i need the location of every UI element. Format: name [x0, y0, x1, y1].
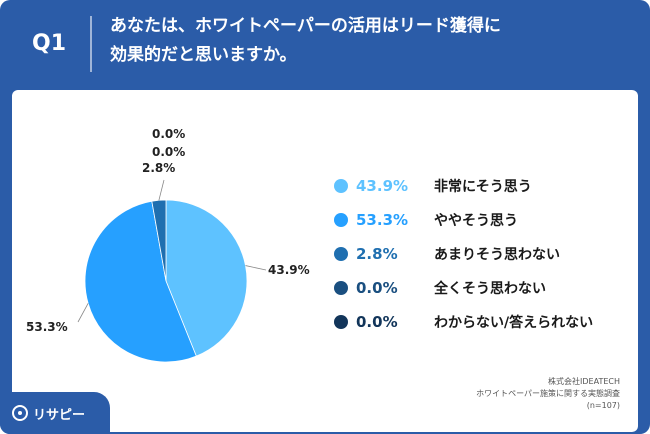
legend-swatch [334, 281, 348, 295]
leader-line-2 [77, 303, 89, 323]
legend-label: 非常にそう思う [434, 179, 532, 195]
leader-line-3 [158, 179, 165, 201]
data-label-5: 0.0% [152, 127, 185, 141]
legend-percent: 53.3% [356, 211, 409, 229]
legend-label: ややそう思う [434, 213, 518, 229]
legend: 43.9% 非常にそう思う 53.3% ややそう思う 2.8% あまりそう思わない 0.0%… [334, 174, 634, 334]
brand-logo: リサピー [0, 392, 110, 434]
legend-item-1: 43.9% 非常にそう思う [334, 174, 634, 198]
legend-label: あまりそう思わない [434, 247, 560, 263]
source-company: 株式会社IDEATECH [548, 377, 620, 386]
legend-label: 全くそう思わない [434, 281, 546, 297]
legend-swatch [334, 213, 348, 227]
legend-percent: 43.9% [356, 177, 409, 195]
legend-item-5: 0.0% わからない/答えられない [334, 310, 634, 334]
chart-panel: 43.9% 53.3% 2.8% 0.0% 0.0% 43.9% 非常にそう思う 53.3%… [12, 90, 638, 432]
header: Q1 あなたは、ホワイトペーパーの活用はリード獲得に 効果的だと思いますか。 [0, 0, 650, 88]
source-note: 株式会社IDEATECH ホワイトペーパー施策に関する実態調査 (n=107) [390, 376, 620, 412]
legend-percent: 2.8% [356, 245, 398, 263]
pin-icon [12, 405, 28, 421]
legend-swatch [334, 315, 348, 329]
legend-item-4: 0.0% 全くそう思わない [334, 276, 634, 300]
legend-swatch [334, 247, 348, 261]
legend-item-3: 2.8% あまりそう思わない [334, 242, 634, 266]
question-text: あなたは、ホワイトペーパーの活用はリード獲得に 効果的だと思いますか。 [110, 12, 630, 80]
pie-chart: 43.9% 53.3% 2.8% 0.0% 0.0% [26, 127, 310, 363]
legend-item-2: 53.3% ややそう思う [334, 208, 634, 232]
source-sample: (n=107) [586, 401, 620, 410]
legend-label: わからない/答えられない [434, 315, 594, 331]
data-label-3: 2.8% [142, 161, 175, 175]
legend-percent: 0.0% [356, 313, 398, 331]
data-label-2: 53.3% [26, 320, 68, 334]
data-label-1: 43.9% [268, 263, 310, 277]
brand-name: リサピー [33, 407, 86, 423]
question-line-1: あなたは、ホワイトペーパーの活用はリード獲得に [110, 16, 501, 36]
pie-slice-2 [84, 200, 197, 363]
legend-swatch [334, 179, 348, 193]
legend-percent: 0.0% [356, 279, 398, 297]
leader-line-1 [245, 265, 267, 271]
data-label-4: 0.0% [152, 145, 185, 159]
question-number: Q1 [32, 31, 67, 56]
header-divider [90, 16, 92, 72]
question-line-2: 効果的だと思いますか。 [110, 45, 297, 65]
source-survey: ホワイトペーパー施策に関する実態調査 [476, 389, 620, 398]
